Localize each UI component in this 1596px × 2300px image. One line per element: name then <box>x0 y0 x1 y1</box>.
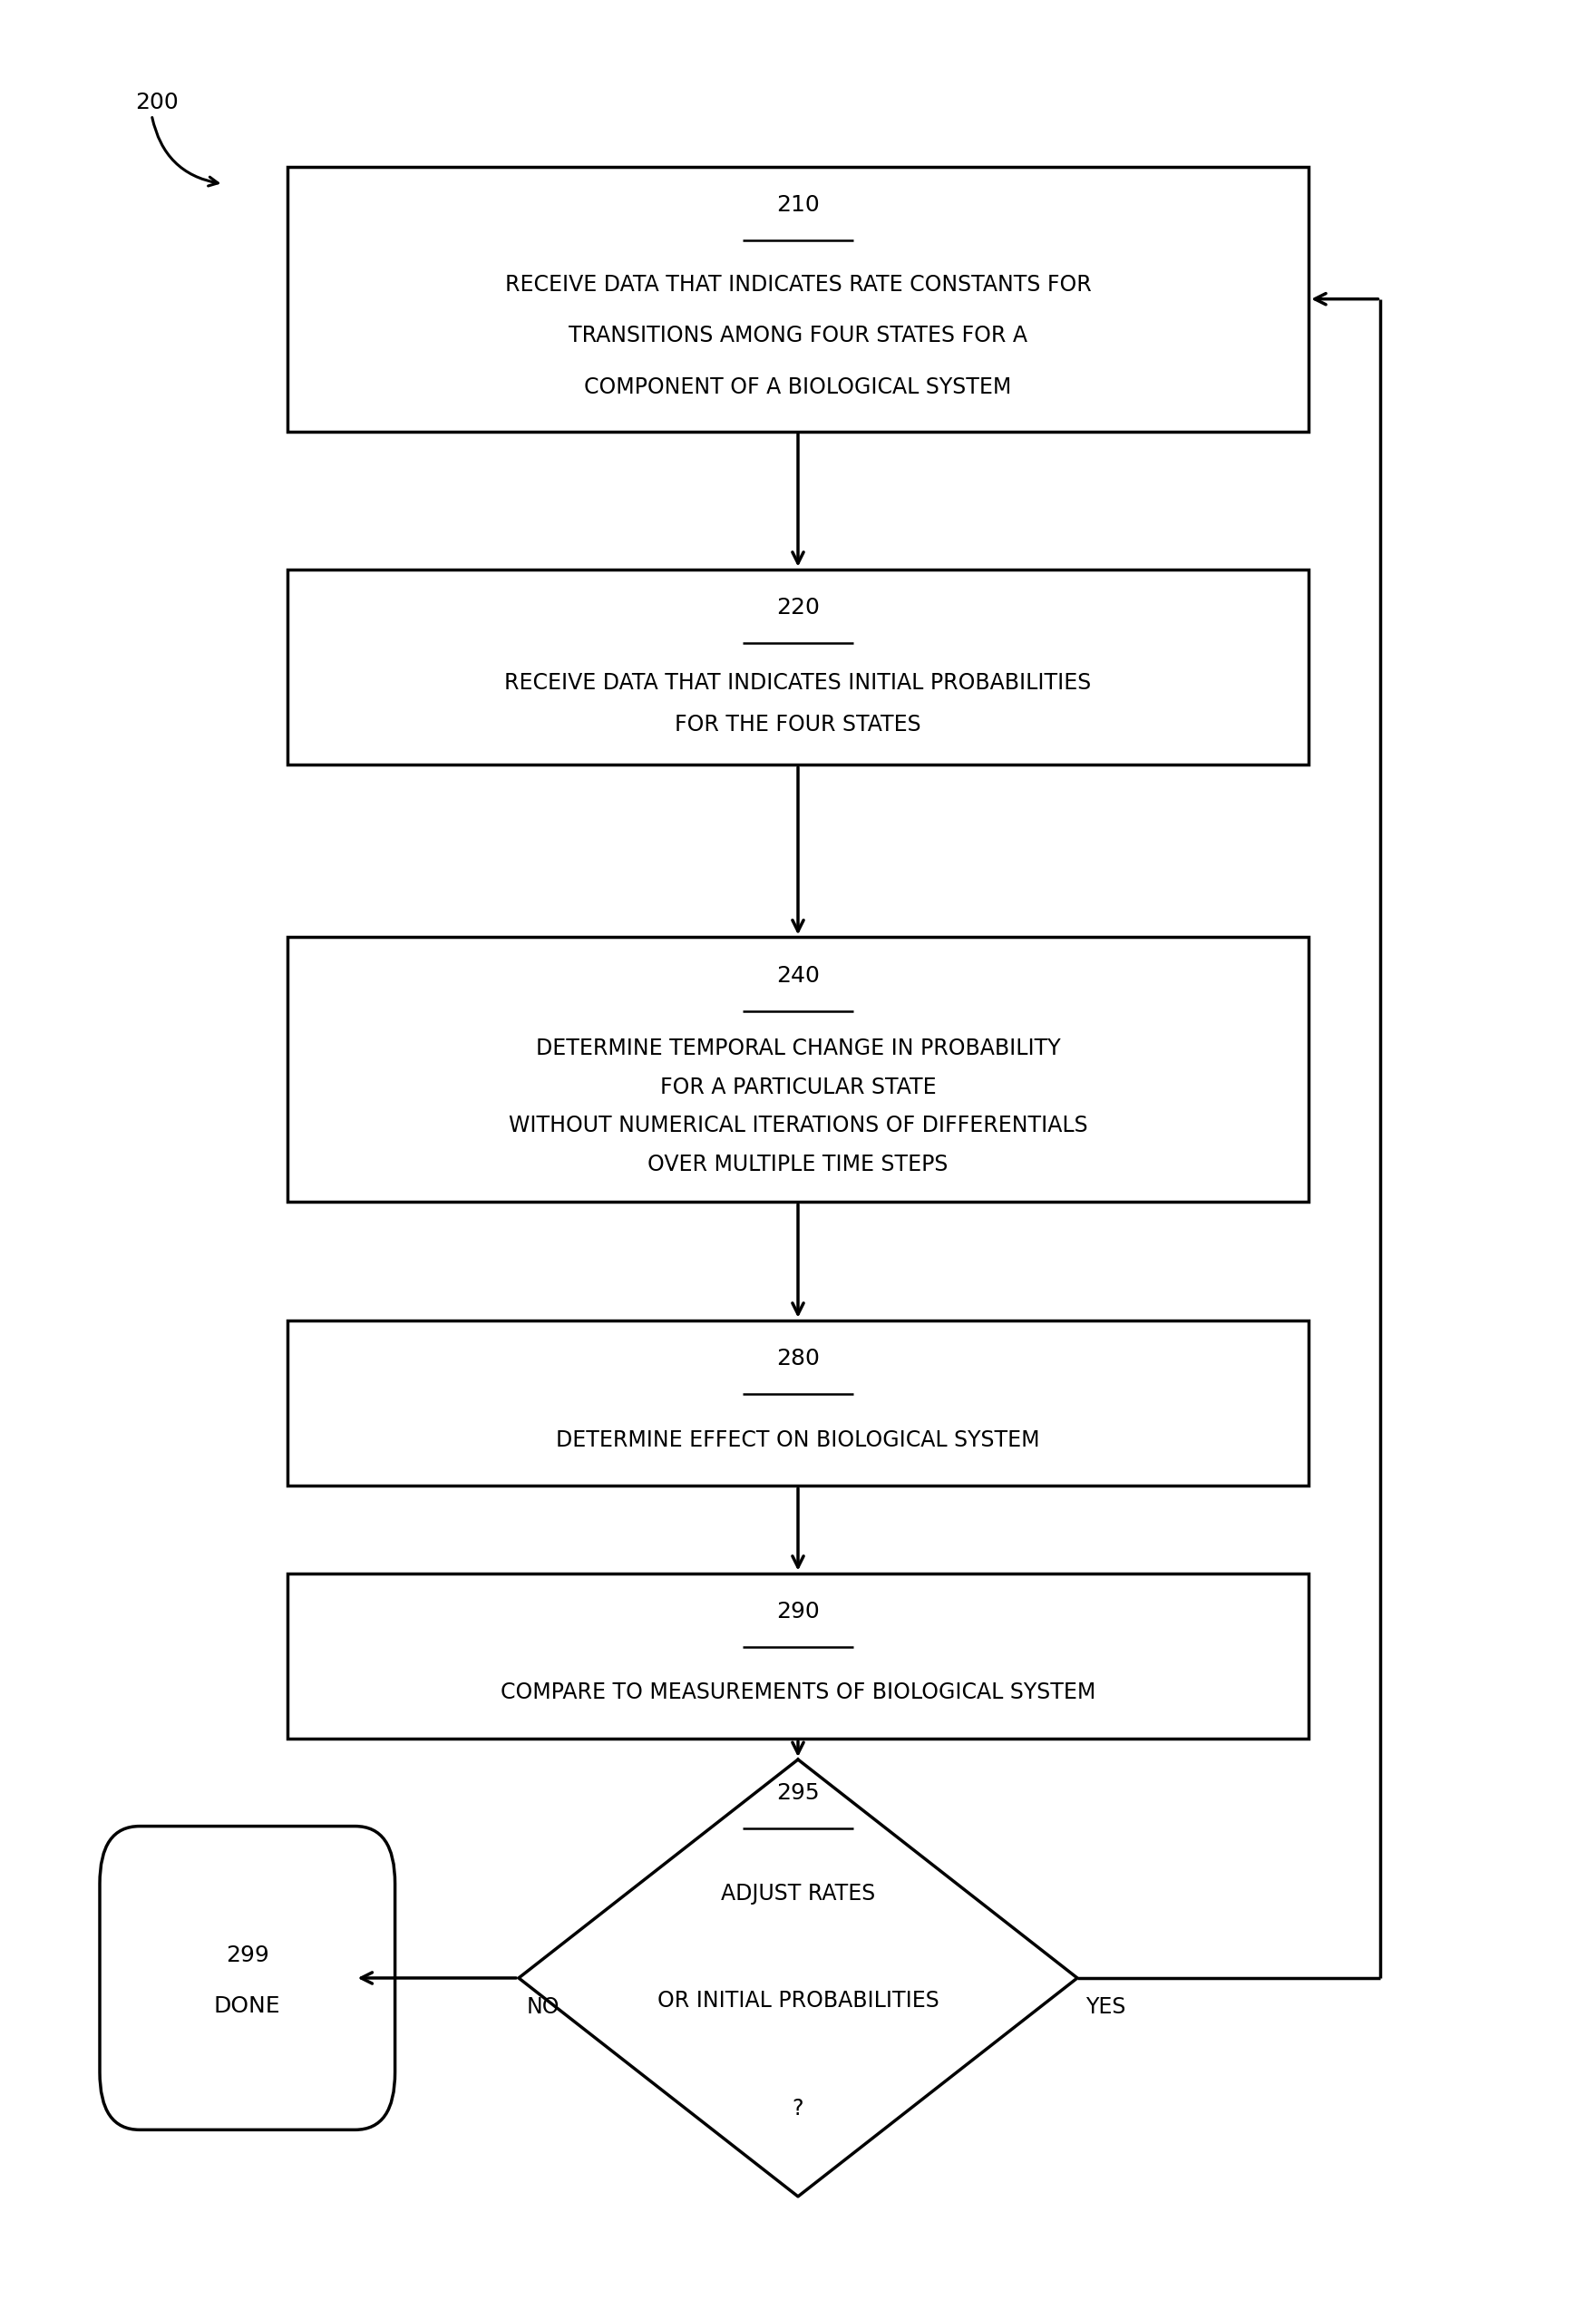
Text: OR INITIAL PROBABILITIES: OR INITIAL PROBABILITIES <box>658 1990 938 2012</box>
FancyBboxPatch shape <box>287 168 1309 432</box>
Text: COMPONENT OF A BIOLOGICAL SYSTEM: COMPONENT OF A BIOLOGICAL SYSTEM <box>584 377 1012 398</box>
Text: OVER MULTIPLE TIME STEPS: OVER MULTIPLE TIME STEPS <box>648 1152 948 1175</box>
Text: TRANSITIONS AMONG FOUR STATES FOR A: TRANSITIONS AMONG FOUR STATES FOR A <box>568 324 1028 347</box>
Text: NO: NO <box>527 1996 560 2017</box>
Text: 299: 299 <box>225 1944 270 1967</box>
Text: ?: ? <box>792 2098 804 2118</box>
Text: YES: YES <box>1085 1996 1125 2017</box>
Text: ADJUST RATES: ADJUST RATES <box>721 1884 875 1904</box>
Text: 200: 200 <box>136 92 179 113</box>
Text: FOR A PARTICULAR STATE: FOR A PARTICULAR STATE <box>659 1076 937 1097</box>
Text: 210: 210 <box>776 196 820 216</box>
Text: 280: 280 <box>776 1348 820 1368</box>
Text: 240: 240 <box>776 966 820 987</box>
Text: 290: 290 <box>776 1601 820 1622</box>
FancyBboxPatch shape <box>99 1826 396 2130</box>
Text: DETERMINE TEMPORAL CHANGE IN PROBABILITY: DETERMINE TEMPORAL CHANGE IN PROBABILITY <box>536 1037 1060 1060</box>
Text: COMPARE TO MEASUREMENTS OF BIOLOGICAL SYSTEM: COMPARE TO MEASUREMENTS OF BIOLOGICAL SY… <box>501 1681 1095 1704</box>
Text: DONE: DONE <box>214 1996 281 2017</box>
FancyBboxPatch shape <box>287 1320 1309 1486</box>
Text: RECEIVE DATA THAT INDICATES INITIAL PROBABILITIES: RECEIVE DATA THAT INDICATES INITIAL PROB… <box>504 672 1092 692</box>
FancyBboxPatch shape <box>287 570 1309 764</box>
Text: RECEIVE DATA THAT INDICATES RATE CONSTANTS FOR: RECEIVE DATA THAT INDICATES RATE CONSTAN… <box>504 274 1092 294</box>
FancyBboxPatch shape <box>287 938 1309 1201</box>
Text: 220: 220 <box>776 598 820 619</box>
Text: WITHOUT NUMERICAL ITERATIONS OF DIFFERENTIALS: WITHOUT NUMERICAL ITERATIONS OF DIFFEREN… <box>509 1116 1087 1136</box>
FancyBboxPatch shape <box>287 1573 1309 1739</box>
Text: 295: 295 <box>776 1783 820 1803</box>
Text: DETERMINE EFFECT ON BIOLOGICAL SYSTEM: DETERMINE EFFECT ON BIOLOGICAL SYSTEM <box>555 1428 1041 1451</box>
Text: FOR THE FOUR STATES: FOR THE FOUR STATES <box>675 715 921 736</box>
